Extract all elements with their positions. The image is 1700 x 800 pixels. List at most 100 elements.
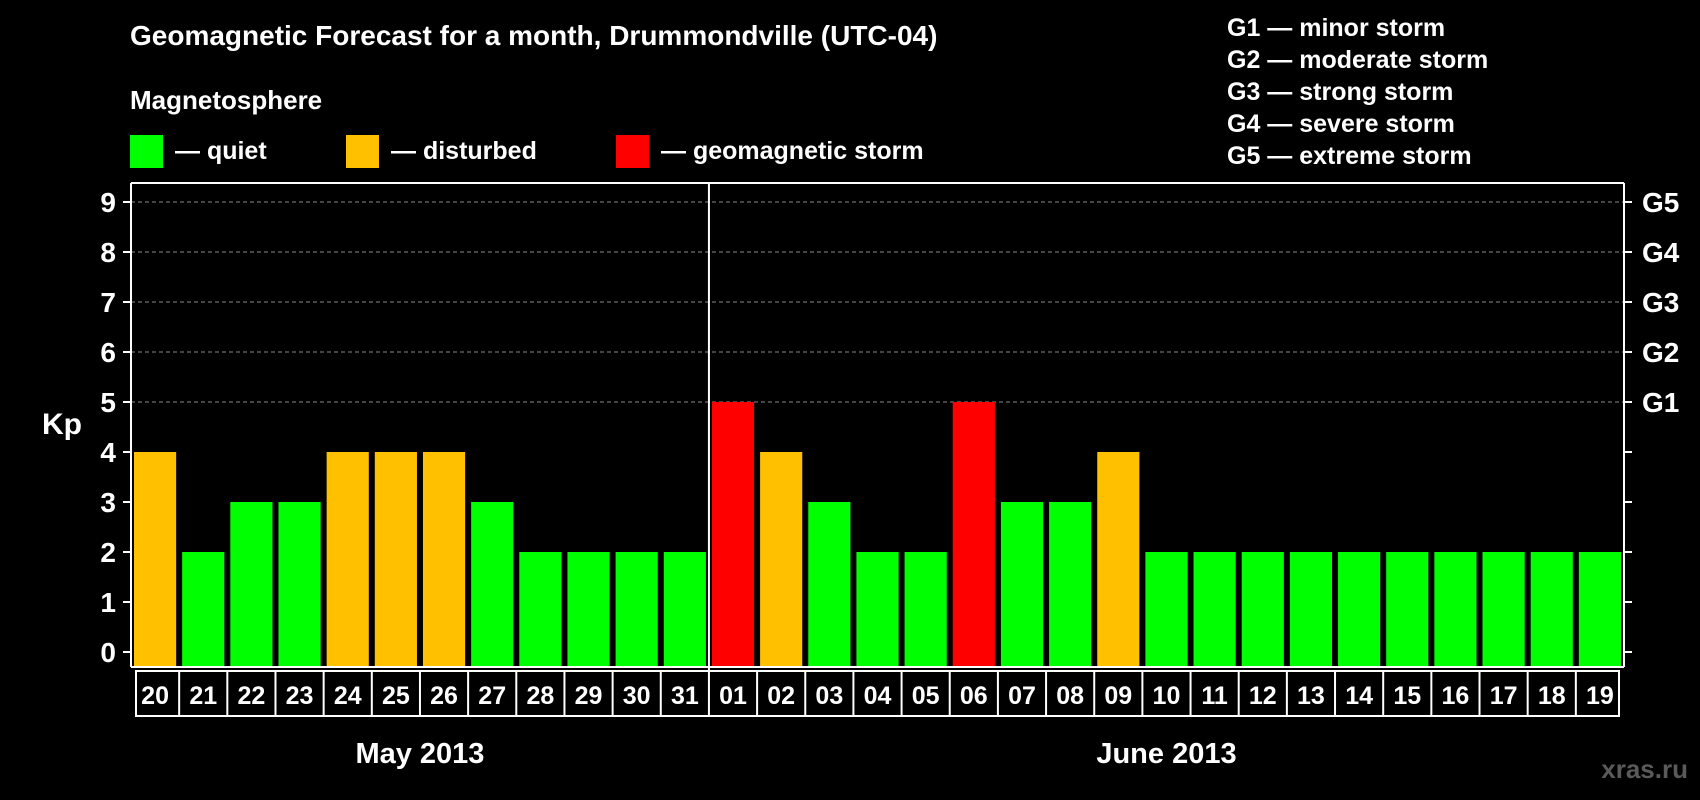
legend-swatch-storm [616, 134, 649, 168]
y-axis-label: Kp [42, 408, 82, 441]
legend-item-storm: — geomagnetic storm [616, 134, 924, 168]
watermark: xras.ru [1601, 754, 1688, 784]
legend-swatch-disturbed [346, 134, 379, 168]
bar-14 [1338, 552, 1381, 667]
bar-12 [1241, 552, 1284, 667]
x-tick-label-05: 05 [912, 682, 940, 710]
g-level-label-g2: G2 [1642, 337, 1679, 368]
x-tick-label-27: 27 [478, 682, 506, 710]
month-label-1: June 2013 [1096, 738, 1236, 770]
bar-20 [134, 452, 177, 667]
bar-27 [471, 502, 514, 667]
x-tick-label-25: 25 [382, 682, 410, 710]
bar-15 [1386, 552, 1429, 667]
x-tick-label-12: 12 [1249, 682, 1277, 710]
bar-03 [808, 502, 851, 667]
bar-23 [278, 502, 321, 667]
bar-30 [615, 552, 658, 667]
g-scale-legend: G1 — minor storm G2 — moderate storm G3 … [1227, 12, 1488, 172]
x-tick-label-22: 22 [237, 682, 265, 710]
g-scale-item-g4: G4 — severe storm [1227, 110, 1455, 138]
x-tick-label-29: 29 [575, 682, 603, 710]
g-scale-item-g3: G3 — strong storm [1227, 78, 1454, 106]
legend-label-storm: — geomagnetic storm [661, 136, 924, 165]
legend-swatch-quiet [130, 134, 163, 168]
x-tick-label-20: 20 [141, 682, 169, 710]
x-tick-label-31: 31 [671, 682, 699, 710]
g-scale-item-g5: G5 — extreme storm [1227, 142, 1472, 170]
y-tick-label: 3 [100, 487, 116, 518]
bar-22 [230, 502, 273, 667]
y-tick-label: 7 [100, 287, 116, 318]
bar-09 [1097, 452, 1140, 667]
x-tick-label-02: 02 [767, 682, 795, 710]
y-tick-label: 4 [100, 437, 116, 468]
legend-item-quiet: — quiet [130, 134, 267, 168]
legend-label-disturbed: — disturbed [391, 136, 537, 165]
x-tick-label-21: 21 [189, 682, 217, 710]
bar-13 [1289, 552, 1333, 667]
day-label-strip [135, 670, 1620, 717]
bar-08 [1049, 502, 1092, 667]
g-scale-item-g1: G1 — minor storm [1227, 14, 1446, 42]
x-tick-label-14: 14 [1345, 682, 1373, 710]
x-tick-label-11: 11 [1201, 682, 1228, 710]
bar-19 [1578, 552, 1621, 667]
bar-18 [1530, 552, 1573, 667]
x-tick-label-03: 03 [815, 682, 843, 710]
bar-26 [422, 452, 466, 667]
g-level-label-g3: G3 [1642, 287, 1679, 318]
x-tick-label-28: 28 [526, 682, 554, 710]
x-tick-label-16: 16 [1442, 682, 1470, 710]
g-scale-item-g2: G2 — moderate storm [1227, 46, 1489, 74]
bar-05 [904, 552, 947, 667]
x-tick-label-19: 19 [1586, 682, 1614, 710]
bar-24 [326, 452, 369, 667]
y-tick-label: 0 [100, 637, 116, 668]
x-tick-label-08: 08 [1056, 682, 1084, 710]
bar-21 [182, 552, 225, 667]
g-level-label-g4: G4 [1642, 237, 1680, 268]
bar-25 [374, 452, 417, 667]
g-level-label-g1: G1 [1642, 387, 1679, 418]
x-tick-label-07: 07 [1008, 682, 1036, 710]
x-tick-label-17: 17 [1490, 682, 1518, 710]
y-tick-label: 5 [100, 387, 116, 418]
bar-17 [1482, 552, 1525, 667]
bar-29 [567, 552, 610, 667]
bar-11 [1193, 552, 1236, 667]
legend-item-disturbed: — disturbed [346, 134, 537, 168]
y-tick-label: 9 [100, 187, 116, 218]
chart-title: Geomagnetic Forecast for a month, Drummo… [130, 20, 938, 51]
month-label-0: May 2013 [355, 738, 484, 770]
x-tick-label-30: 30 [623, 682, 651, 710]
x-tick-label-06: 06 [960, 682, 988, 710]
g-level-label-g5: G5 [1642, 187, 1679, 218]
bar-07 [1000, 502, 1044, 667]
y-tick-label: 1 [100, 587, 116, 618]
bar-28 [519, 552, 562, 667]
x-tick-label-18: 18 [1538, 682, 1566, 710]
bar-04 [856, 552, 899, 667]
bar-06 [952, 402, 995, 667]
x-tick-label-13: 13 [1297, 682, 1325, 710]
x-tick-label-01: 01 [719, 682, 747, 710]
bar-01 [711, 402, 755, 667]
x-tick-label-15: 15 [1393, 682, 1421, 710]
x-tick-label-24: 24 [334, 682, 362, 710]
y-tick-label: 6 [100, 337, 116, 368]
y-tick-label: 2 [100, 537, 116, 568]
bar-16 [1434, 552, 1477, 667]
x-tick-label-04: 04 [864, 682, 892, 710]
x-tick-label-23: 23 [286, 682, 314, 710]
bar-31 [663, 552, 706, 667]
legend-label-quiet: — quiet [175, 136, 267, 165]
x-tick-label-10: 10 [1153, 682, 1181, 710]
x-tick-label-26: 26 [430, 682, 458, 710]
y-tick-label: 8 [100, 237, 116, 268]
x-tick-label-09: 09 [1104, 682, 1132, 710]
bar-02 [760, 452, 803, 667]
magnetosphere-label: Magnetosphere [130, 85, 323, 115]
bar-10 [1145, 552, 1188, 667]
